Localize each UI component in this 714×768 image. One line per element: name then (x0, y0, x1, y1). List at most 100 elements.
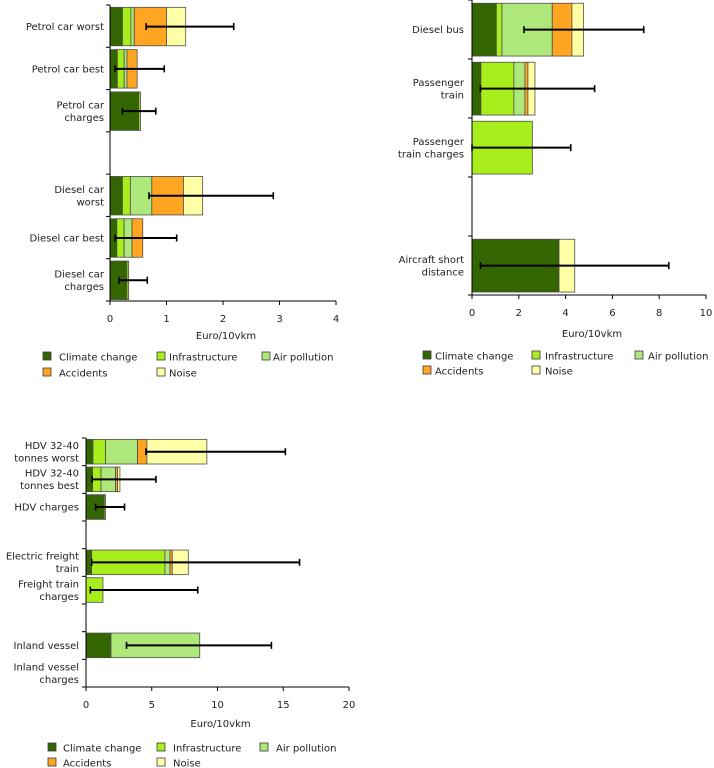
legend-swatch-air-pollution (261, 351, 271, 361)
legend-label: Infrastructure (169, 352, 237, 363)
legend-label: Climate change (63, 743, 141, 754)
category-label: Petrol car best (32, 64, 104, 75)
category-label-line: Diesel car (54, 185, 105, 196)
legend-swatch-air-pollution (259, 742, 269, 752)
category-label: Aircraft short distance (399, 255, 464, 279)
category-label-line: train charges (398, 149, 464, 160)
x-axis-title: Euro/10vkm (196, 331, 256, 342)
stacked-bar (109, 176, 275, 216)
category-label: Diesel car best (30, 234, 105, 245)
x-tick-label: 0 (83, 700, 89, 711)
category-label: Petrol car charges (57, 100, 105, 124)
legend-item-noise: Noise (156, 757, 201, 768)
bar-segment-climate-change (85, 438, 94, 465)
category-label-line: HDV charges (14, 503, 79, 514)
x-tick-label: 10 (700, 308, 713, 319)
category-label: Inland vessel (14, 641, 79, 652)
stacked-bar (471, 238, 670, 293)
bar-segment-climate-change (85, 632, 112, 659)
category-label-line: Passenger (413, 78, 465, 89)
category-label-line: Diesel car best (30, 234, 105, 245)
error-bar (91, 475, 157, 483)
bar-segment-climate-change (471, 61, 482, 116)
stacked-bar (109, 49, 166, 89)
x-tick-label: 8 (656, 308, 662, 319)
legend-swatch-infrastructure (531, 350, 541, 360)
category-label-line: train (441, 90, 464, 101)
bars (471, 2, 670, 293)
stacked-bar (85, 494, 126, 520)
legend-item-climate-change: Climate change (42, 351, 137, 363)
axes: 0 1 2 3 4 Euro/10vkm (106, 4, 339, 342)
axes: 0 5 10 15 20 Euro/10vkm (82, 437, 356, 730)
category-label-line: charges (39, 675, 79, 686)
legend-swatch-accidents (422, 365, 432, 375)
legend: Climate change Infrastructure Air pollutio… (422, 350, 708, 377)
x-tick-label: 4 (562, 308, 568, 319)
legend-item-accidents: Accidents (47, 757, 111, 768)
category-label-line: tonnes best (20, 481, 79, 492)
x-tick-label: 2 (220, 314, 226, 325)
stacked-bar (471, 120, 572, 175)
x-tick-label: 6 (609, 308, 615, 319)
error-bar (114, 65, 166, 73)
error-bar (94, 503, 126, 511)
legend-swatch-air-pollution (634, 350, 644, 360)
error-bar (145, 23, 235, 31)
category-labels: Petrol car worst Petrol car best Petrol ca… (26, 22, 105, 293)
category-label-line: Diesel car (54, 270, 105, 281)
error-bar (148, 192, 275, 200)
legend-label: Noise (169, 368, 197, 379)
stacked-bar (109, 91, 157, 131)
legend-label: Accidents (59, 368, 107, 379)
legend-swatch-infrastructure (156, 742, 166, 752)
x-tick-label: 20 (343, 700, 356, 711)
x-tick-label: 15 (277, 700, 290, 711)
category-label-line: Petrol car best (32, 64, 104, 75)
error-bar (523, 26, 645, 34)
error-bar (479, 262, 670, 270)
bar-segment-climate-change (109, 6, 123, 47)
bar-segment-climate-change (109, 176, 123, 216)
bars (85, 438, 301, 659)
error-bar (121, 107, 157, 115)
bar-segment-infrastructure (122, 6, 132, 47)
legend-item-accidents: Accidents (42, 367, 107, 379)
legend-swatch-climate-change (422, 350, 432, 360)
x-axis-title: Euro/10vkm (562, 329, 622, 340)
error-bar (145, 448, 287, 456)
category-label: Passenger train (413, 78, 465, 102)
category-label-line: distance (422, 267, 464, 278)
stacked-bar (85, 632, 273, 659)
legend-swatch-climate-change (47, 742, 57, 752)
x-tick-label: 2 (516, 308, 522, 319)
legend-label: Air pollution (276, 743, 336, 754)
category-label-line: charges (64, 282, 104, 293)
category-label-line: Petrol car (57, 100, 105, 111)
legend-swatch-accidents (42, 367, 52, 377)
stacked-bar (85, 549, 301, 576)
bar-segment-infrastructure (92, 438, 106, 465)
legend-swatch-noise (531, 365, 541, 375)
bar-segment-infrastructure (495, 2, 503, 57)
legend-item-accidents: Accidents (422, 365, 483, 377)
legend-label: Air pollution (273, 352, 333, 363)
category-label-line: train (56, 564, 79, 575)
category-label: Inland vessel charges (14, 662, 79, 686)
stacked-bar (471, 2, 645, 57)
category-label: Freight train charges (18, 579, 79, 603)
category-label: Diesel car worst (54, 185, 105, 209)
category-label-line: tonnes worst (14, 454, 79, 465)
x-tick-label: 10 (211, 700, 224, 711)
x-axis-title: Euro/10vkm (190, 719, 250, 730)
bars (109, 6, 275, 300)
category-label: Petrol car worst (26, 22, 104, 33)
category-label-line: Passenger (413, 137, 465, 148)
error-bar (114, 234, 178, 242)
category-label: HDV 32-40 tonnes worst (14, 441, 79, 465)
legend-item-air-pollution: Air pollution (634, 350, 708, 362)
legend-item-noise: Noise (156, 367, 197, 379)
legend-swatch-climate-change (42, 351, 52, 361)
